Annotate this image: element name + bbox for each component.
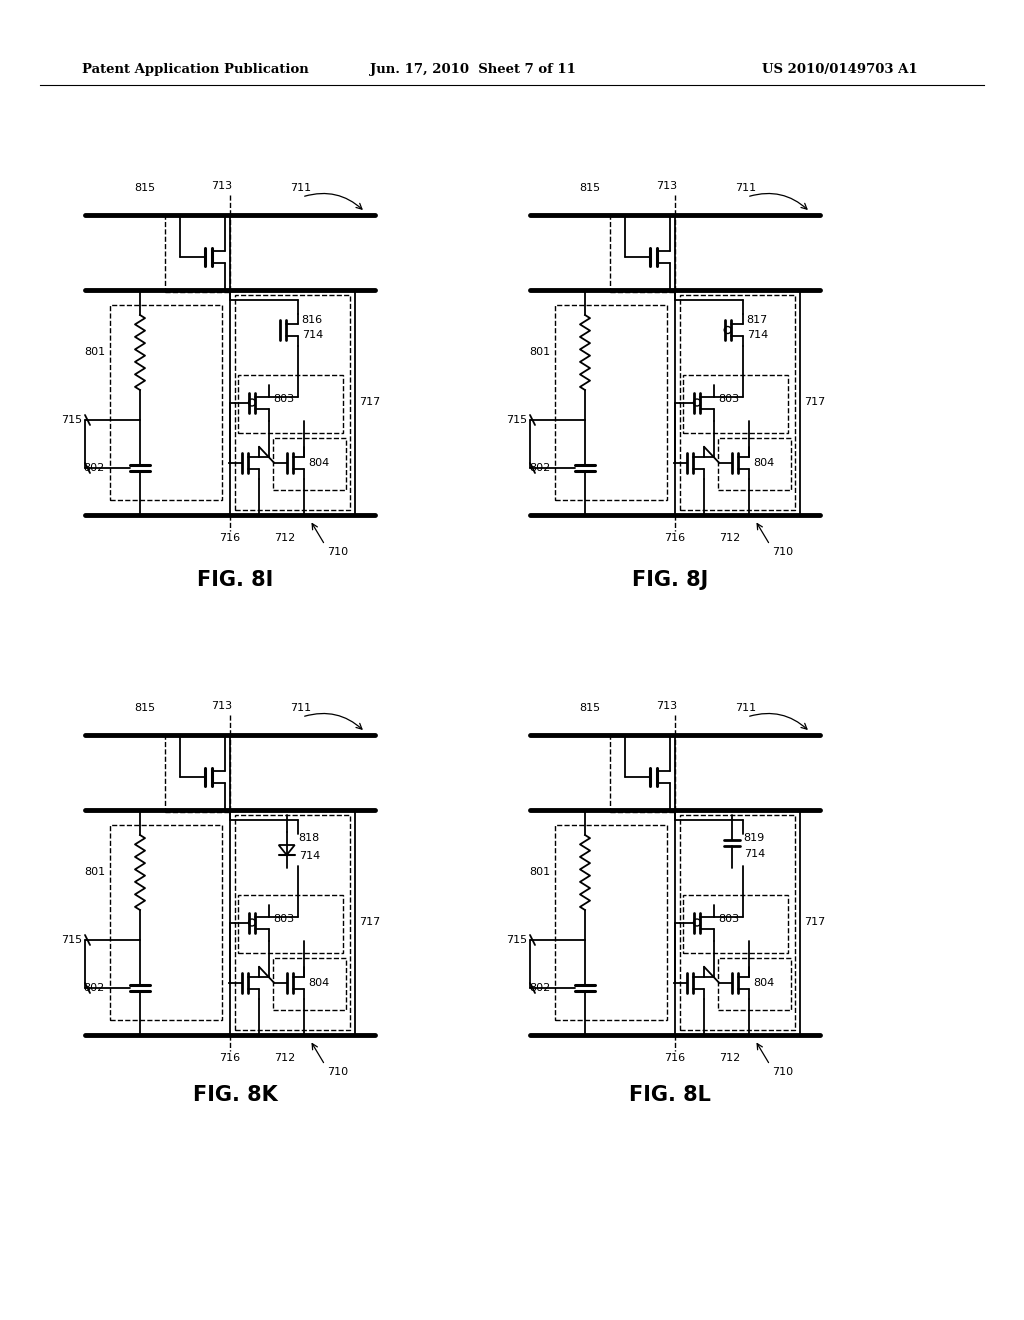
Bar: [718, 958, 791, 1010]
Bar: [110, 825, 222, 1020]
Text: 713: 713: [211, 181, 232, 191]
Bar: [273, 438, 346, 490]
Text: FIG. 8J: FIG. 8J: [632, 570, 709, 590]
Text: 710: 710: [327, 546, 348, 557]
Text: 801: 801: [528, 867, 550, 876]
Bar: [234, 294, 350, 510]
Text: 711: 711: [735, 183, 756, 193]
Text: 715: 715: [60, 414, 82, 425]
Text: 716: 716: [665, 1053, 685, 1063]
Text: 710: 710: [772, 546, 794, 557]
Text: 801: 801: [84, 347, 105, 356]
Text: 710: 710: [327, 1067, 348, 1077]
Text: 803: 803: [718, 393, 739, 404]
Text: FIG. 8L: FIG. 8L: [629, 1085, 711, 1105]
Text: 817: 817: [746, 315, 768, 325]
Text: 804: 804: [308, 458, 330, 467]
Bar: [165, 215, 230, 292]
Text: 803: 803: [718, 913, 739, 924]
Text: 716: 716: [665, 533, 685, 543]
Text: 712: 712: [274, 1053, 296, 1063]
Text: 804: 804: [753, 978, 774, 987]
Text: FIG. 8I: FIG. 8I: [197, 570, 273, 590]
Text: 803: 803: [273, 913, 294, 924]
Text: 711: 711: [290, 704, 311, 713]
Text: US 2010/0149703 A1: US 2010/0149703 A1: [762, 63, 918, 77]
Text: 804: 804: [753, 458, 774, 467]
Text: 713: 713: [656, 181, 678, 191]
Bar: [234, 814, 350, 1030]
Text: 804: 804: [308, 978, 330, 987]
Text: 801: 801: [84, 867, 105, 876]
Text: 717: 717: [804, 397, 825, 407]
Text: 818: 818: [299, 833, 319, 843]
Bar: [610, 215, 675, 292]
Text: 819: 819: [743, 833, 765, 843]
Text: 711: 711: [735, 704, 756, 713]
Text: FIG. 8K: FIG. 8K: [193, 1085, 278, 1105]
Text: 717: 717: [359, 917, 380, 927]
Bar: [555, 305, 667, 500]
Text: 802: 802: [528, 983, 550, 993]
Text: 711: 711: [290, 183, 311, 193]
Text: 714: 714: [743, 849, 765, 859]
Text: 802: 802: [84, 983, 105, 993]
Text: 815: 815: [134, 183, 156, 193]
Text: 715: 715: [506, 935, 527, 945]
Text: 715: 715: [506, 414, 527, 425]
Text: 717: 717: [804, 917, 825, 927]
Text: Jun. 17, 2010  Sheet 7 of 11: Jun. 17, 2010 Sheet 7 of 11: [370, 63, 575, 77]
Text: 712: 712: [720, 1053, 740, 1063]
Text: 716: 716: [219, 533, 241, 543]
Text: 815: 815: [580, 183, 600, 193]
Bar: [110, 305, 222, 500]
Text: 715: 715: [60, 935, 82, 945]
Text: 713: 713: [656, 701, 678, 711]
Bar: [238, 895, 343, 953]
Text: 802: 802: [528, 463, 550, 473]
Text: 714: 714: [746, 330, 768, 341]
Text: 803: 803: [273, 393, 294, 404]
Text: 716: 716: [219, 1053, 241, 1063]
Text: 815: 815: [580, 704, 600, 713]
Bar: [680, 814, 795, 1030]
Bar: [273, 958, 346, 1010]
Text: 801: 801: [528, 347, 550, 356]
Bar: [718, 438, 791, 490]
Bar: [165, 735, 230, 812]
Text: 816: 816: [302, 315, 323, 325]
Text: 710: 710: [772, 1067, 794, 1077]
Text: 815: 815: [134, 704, 156, 713]
Bar: [680, 294, 795, 510]
Bar: [683, 375, 788, 433]
Bar: [238, 375, 343, 433]
Text: 712: 712: [720, 533, 740, 543]
Text: Patent Application Publication: Patent Application Publication: [82, 63, 309, 77]
Text: 714: 714: [299, 851, 319, 861]
Bar: [555, 825, 667, 1020]
Text: 802: 802: [84, 463, 105, 473]
Bar: [683, 895, 788, 953]
Text: 717: 717: [359, 397, 380, 407]
Text: 713: 713: [211, 701, 232, 711]
Text: 712: 712: [274, 533, 296, 543]
Text: 714: 714: [302, 330, 323, 341]
Bar: [610, 735, 675, 812]
